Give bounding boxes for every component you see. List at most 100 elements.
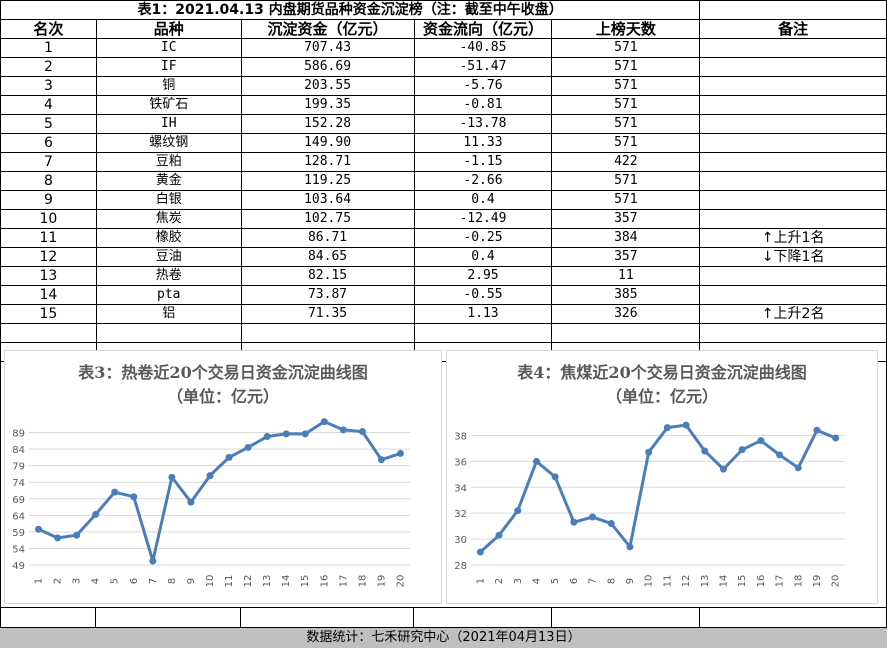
rank-cell[interactable]: 5 — [0, 114, 97, 134]
note-cell[interactable]: ↑上升1名 — [699, 228, 887, 248]
funds-cell[interactable]: 199.35 — [240, 95, 415, 115]
empty-cell[interactable] — [413, 323, 553, 343]
name-cell[interactable]: 黄金 — [95, 171, 242, 191]
note-cell[interactable] — [699, 209, 887, 229]
name-cell[interactable]: IH — [95, 114, 242, 134]
name-cell[interactable]: 豆油 — [95, 247, 242, 267]
flow-cell[interactable]: -1.15 — [413, 152, 553, 172]
note-cell[interactable] — [699, 171, 887, 191]
name-cell[interactable]: 热卷 — [95, 266, 242, 286]
name-cell[interactable]: 螺纹钢 — [95, 133, 242, 153]
flow-cell[interactable]: -0.81 — [413, 95, 553, 115]
rank-cell[interactable]: 13 — [0, 266, 97, 286]
note-cell[interactable] — [699, 133, 887, 153]
name-cell[interactable]: pta — [95, 285, 242, 305]
funds-cell[interactable]: 149.90 — [240, 133, 415, 153]
rank-cell[interactable]: 8 — [0, 171, 97, 191]
note-cell[interactable] — [699, 266, 887, 286]
rank-cell[interactable]: 9 — [0, 190, 97, 210]
days-cell[interactable]: 384 — [551, 228, 701, 248]
rank-cell[interactable]: 6 — [0, 133, 97, 153]
empty-cell[interactable] — [95, 323, 242, 343]
funds-cell[interactable]: 73.87 — [240, 285, 415, 305]
flow-cell[interactable]: 2.95 — [413, 266, 553, 286]
funds-cell[interactable]: 102.75 — [240, 209, 415, 229]
days-cell[interactable]: 571 — [551, 114, 701, 134]
flow-cell[interactable]: 11.33 — [413, 133, 553, 153]
note-cell[interactable]: ↓下降1名 — [699, 247, 887, 267]
flow-cell[interactable]: -51.47 — [413, 57, 553, 77]
funds-cell[interactable]: 71.35 — [240, 304, 415, 324]
note-cell[interactable] — [699, 285, 887, 305]
flow-cell[interactable]: 0.4 — [413, 247, 553, 267]
rank-cell[interactable]: 4 — [0, 95, 97, 115]
funds-cell[interactable]: 119.25 — [240, 171, 415, 191]
flow-cell[interactable]: -40.85 — [413, 38, 553, 58]
funds-cell[interactable]: 586.69 — [240, 57, 415, 77]
name-cell[interactable]: 铜 — [95, 76, 242, 96]
note-cell[interactable]: ↑上升2名 — [699, 304, 887, 324]
days-cell[interactable]: 357 — [551, 209, 701, 229]
name-cell[interactable]: IF — [95, 57, 242, 77]
funds-cell[interactable]: 707.43 — [240, 38, 415, 58]
rank-cell[interactable]: 11 — [0, 228, 97, 248]
rank-cell[interactable]: 1 — [0, 38, 97, 58]
days-cell[interactable]: 571 — [551, 38, 701, 58]
days-cell[interactable]: 11 — [551, 266, 701, 286]
note-cell[interactable] — [699, 95, 887, 115]
days-cell[interactable]: 571 — [551, 57, 701, 77]
empty-cell[interactable] — [0, 323, 97, 343]
rank-cell[interactable]: 10 — [0, 209, 97, 229]
name-cell[interactable]: 铁矿石 — [95, 95, 242, 115]
funds-cell[interactable]: 84.65 — [240, 247, 415, 267]
note-cell[interactable] — [699, 38, 887, 58]
name-cell[interactable]: 白银 — [95, 190, 242, 210]
flow-cell[interactable]: -0.25 — [413, 228, 553, 248]
x-tick-label: 3 — [513, 578, 524, 584]
name-cell[interactable]: 铝 — [95, 304, 242, 324]
days-cell[interactable]: 357 — [551, 247, 701, 267]
name-cell[interactable]: 橡胶 — [95, 228, 242, 248]
rank-cell[interactable]: 15 — [0, 304, 97, 324]
funds-cell[interactable]: 86.71 — [240, 228, 415, 248]
rank-cell[interactable]: 2 — [0, 57, 97, 77]
days-cell[interactable]: 571 — [551, 190, 701, 210]
rank-cell[interactable]: 3 — [0, 76, 97, 96]
note-cell[interactable] — [699, 190, 887, 210]
name-cell[interactable]: IC — [95, 38, 242, 58]
chart-title: 表4：焦煤近20个交易日资金沉淀曲线图 — [517, 363, 807, 382]
rank-cell[interactable]: 14 — [0, 285, 97, 305]
rank-cell[interactable]: 7 — [0, 152, 97, 172]
empty-cell[interactable] — [699, 323, 887, 343]
table-title-empty-cell[interactable] — [699, 0, 887, 20]
note-cell[interactable] — [699, 114, 887, 134]
empty-cell[interactable] — [240, 323, 415, 343]
rank-cell[interactable]: 12 — [0, 247, 97, 267]
funds-cell[interactable]: 82.15 — [240, 266, 415, 286]
days-cell[interactable]: 571 — [551, 76, 701, 96]
name-cell[interactable]: 豆粕 — [95, 152, 242, 172]
days-cell[interactable]: 326 — [551, 304, 701, 324]
days-cell[interactable]: 571 — [551, 133, 701, 153]
ranking-table: 表1：2021.04.13 内盘期货品种资金沉淀榜（注：截至中午收盘） 名次 品… — [0, 0, 887, 362]
note-cell[interactable] — [699, 152, 887, 172]
funds-cell[interactable]: 103.64 — [240, 190, 415, 210]
note-cell[interactable] — [699, 76, 887, 96]
flow-cell[interactable]: -13.78 — [413, 114, 553, 134]
name-cell[interactable]: 焦炭 — [95, 209, 242, 229]
flow-cell[interactable]: -0.55 — [413, 285, 553, 305]
flow-cell[interactable]: 0.4 — [413, 190, 553, 210]
flow-cell[interactable]: -5.76 — [413, 76, 553, 96]
days-cell[interactable]: 422 — [551, 152, 701, 172]
note-cell[interactable] — [699, 57, 887, 77]
flow-cell[interactable]: -12.49 — [413, 209, 553, 229]
funds-cell[interactable]: 128.71 — [240, 152, 415, 172]
funds-cell[interactable]: 203.55 — [240, 76, 415, 96]
days-cell[interactable]: 385 — [551, 285, 701, 305]
days-cell[interactable]: 571 — [551, 171, 701, 191]
empty-cell[interactable] — [551, 323, 701, 343]
flow-cell[interactable]: 1.13 — [413, 304, 553, 324]
flow-cell[interactable]: -2.66 — [413, 171, 553, 191]
days-cell[interactable]: 571 — [551, 95, 701, 115]
funds-cell[interactable]: 152.28 — [240, 114, 415, 134]
